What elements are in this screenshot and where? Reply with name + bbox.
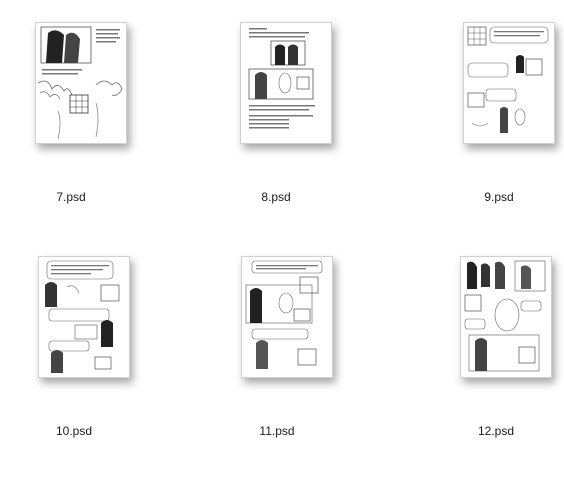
file-item[interactable]: 9.psd bbox=[424, 22, 564, 232]
file-thumbnail[interactable] bbox=[240, 22, 332, 144]
file-item[interactable]: 11.psd bbox=[202, 256, 352, 466]
file-item[interactable]: 8.psd bbox=[201, 22, 351, 232]
file-item[interactable]: 10.psd bbox=[0, 256, 149, 466]
file-thumbnail[interactable] bbox=[35, 22, 127, 144]
file-name[interactable]: 9.psd bbox=[484, 190, 514, 204]
file-thumbnail[interactable] bbox=[241, 256, 333, 378]
file-name[interactable]: 12.psd bbox=[477, 424, 515, 438]
file-thumbnail[interactable] bbox=[460, 256, 552, 378]
file-name[interactable]: 8.psd bbox=[261, 190, 291, 204]
file-item[interactable]: 7.psd bbox=[0, 22, 146, 232]
file-thumbnail[interactable] bbox=[463, 22, 555, 144]
file-item[interactable]: 12.psd bbox=[421, 256, 564, 466]
file-name[interactable]: 7.psd bbox=[56, 190, 86, 204]
file-name[interactable]: 11.psd bbox=[259, 424, 295, 438]
file-name[interactable]: 10.psd bbox=[55, 424, 93, 438]
file-thumbnail[interactable] bbox=[38, 256, 130, 378]
